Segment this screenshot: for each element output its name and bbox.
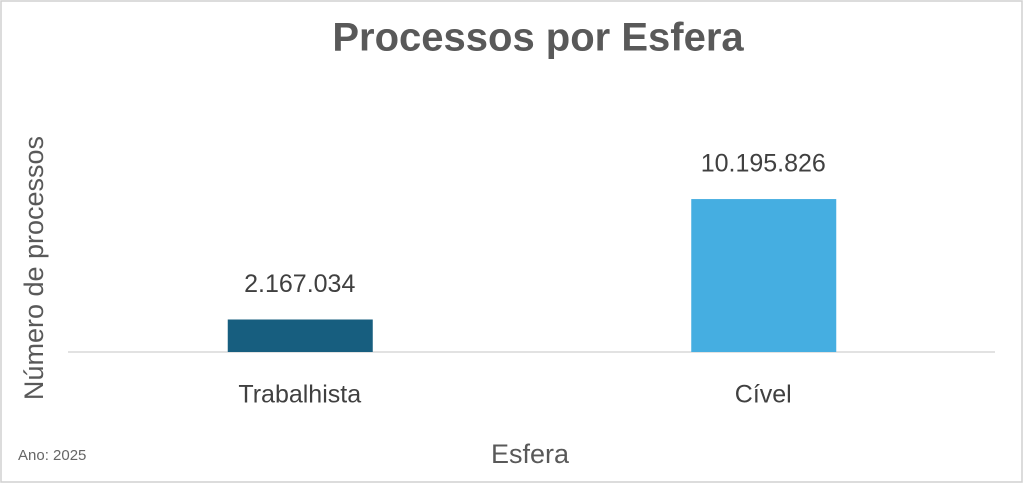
x-tick-label: Cível — [735, 381, 792, 409]
chart-title: Processos por Esfera — [332, 16, 744, 60]
bar — [227, 319, 373, 352]
x-tick-label: Trabalhista — [238, 381, 361, 409]
y-axis-title: Número de processos — [19, 136, 49, 400]
x-axis-title: Esfera — [491, 439, 570, 469]
value-label: 10.195.826 — [701, 150, 826, 178]
bar — [691, 199, 837, 352]
note: Ano: 2025 — [18, 447, 86, 464]
value-label: 2.167.034 — [244, 270, 355, 298]
